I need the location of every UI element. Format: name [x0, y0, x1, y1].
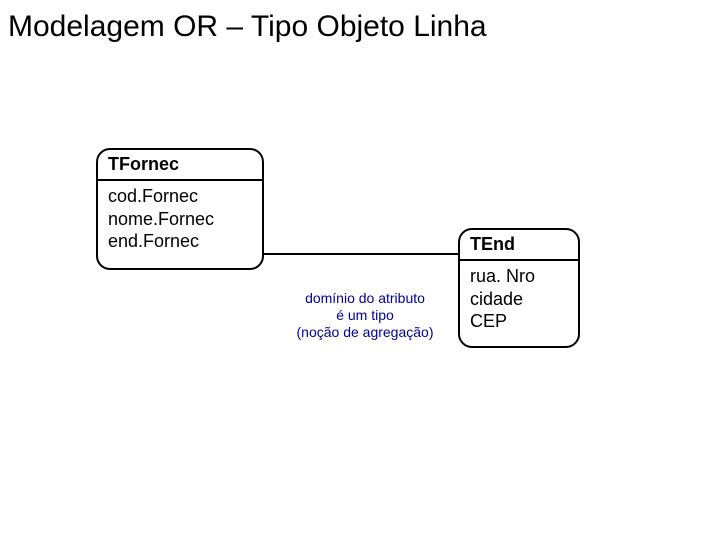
entity-tend-body: rua. Nro cidade CEP — [460, 261, 578, 339]
entity-tend: TEnd rua. Nro cidade CEP — [458, 228, 580, 348]
annotation-line: domínio do atributo — [280, 290, 450, 307]
entity-tend-attr: rua. Nro — [470, 265, 568, 288]
entity-tfornec-body: cod.Fornec nome.Fornec end.Fornec — [98, 181, 262, 259]
entity-tfornec-header: TFornec — [98, 150, 262, 181]
association-line — [264, 253, 458, 255]
page-title: Modelagem OR – Tipo Objeto Linha — [8, 10, 487, 44]
annotation-text: domínio do atributo é um tipo (noção de … — [280, 290, 450, 340]
entity-tfornec-attr: cod.Fornec — [108, 185, 252, 208]
entity-tend-attr: cidade — [470, 288, 568, 311]
entity-tfornec-attr: end.Fornec — [108, 230, 252, 253]
annotation-line: (noção de agregação) — [280, 324, 450, 341]
entity-tend-attr: CEP — [470, 310, 568, 333]
annotation-line: é um tipo — [280, 307, 450, 324]
entity-tend-header: TEnd — [460, 230, 578, 261]
entity-tfornec-attr: nome.Fornec — [108, 208, 252, 231]
entity-tfornec: TFornec cod.Fornec nome.Fornec end.Forne… — [96, 148, 264, 270]
